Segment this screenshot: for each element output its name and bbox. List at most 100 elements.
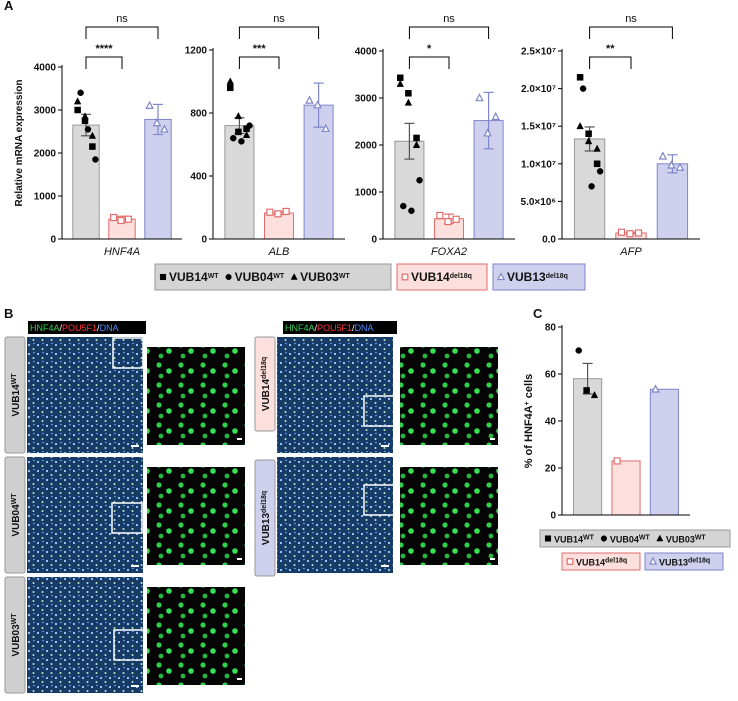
point xyxy=(667,160,676,169)
point xyxy=(617,228,626,236)
scale-bar xyxy=(237,438,242,440)
y-tick-label: 4000 xyxy=(34,63,57,74)
point xyxy=(436,211,444,220)
label: VUB03WT xyxy=(300,270,350,284)
label-text: VUB14 xyxy=(411,270,450,284)
label-sup: WT xyxy=(695,534,707,541)
y-axis-label: Relative mRNA expression xyxy=(14,80,25,207)
point xyxy=(396,79,404,87)
point xyxy=(404,98,413,106)
x-axis-label: AFP xyxy=(619,246,642,258)
significance-bracket xyxy=(408,26,490,39)
label-sup: del18q xyxy=(688,557,710,564)
label-text: VUB14 xyxy=(554,535,583,545)
point xyxy=(238,138,245,145)
row-label-box xyxy=(254,336,276,432)
bar xyxy=(649,388,679,516)
significance-bracket xyxy=(238,56,280,69)
label-sup: del18q xyxy=(261,357,268,379)
label-sup: + xyxy=(524,401,531,405)
point xyxy=(77,89,84,97)
zoom-box xyxy=(363,395,395,427)
label: VUB14del18q xyxy=(261,357,273,411)
label-text: VUB04 xyxy=(235,270,274,284)
point xyxy=(227,84,234,92)
bar xyxy=(573,378,603,516)
point xyxy=(282,207,290,216)
stain-name: / xyxy=(97,323,100,333)
point xyxy=(626,230,634,238)
label-sup: del18q xyxy=(261,491,268,513)
label-sup: WT xyxy=(339,273,351,280)
point xyxy=(145,100,154,110)
significance-label: *** xyxy=(253,43,267,55)
stain-name: / xyxy=(352,323,355,333)
bar xyxy=(144,118,172,240)
scale-bar xyxy=(131,685,139,687)
point xyxy=(160,124,169,133)
label: VUB13del18q xyxy=(507,270,568,284)
y-tick-label: 3000 xyxy=(34,106,57,117)
scale-bar xyxy=(131,445,139,447)
point xyxy=(452,215,460,223)
point xyxy=(658,151,668,160)
label-sup: WT xyxy=(583,534,595,541)
point xyxy=(412,140,421,148)
point xyxy=(246,122,253,129)
label-text: VUB04 xyxy=(610,535,639,545)
significance-label: ** xyxy=(606,43,615,55)
label-text: VUB03 xyxy=(666,535,695,545)
y-tick-label: 400 xyxy=(190,172,207,183)
significance-label: ns xyxy=(116,13,128,25)
significance-bracket xyxy=(238,26,320,39)
point xyxy=(413,134,420,142)
micrograph xyxy=(27,457,143,573)
error-bar xyxy=(153,103,163,136)
zoom-micrograph xyxy=(147,467,245,565)
label-text: VUB14 xyxy=(576,558,605,568)
bar xyxy=(656,163,689,240)
label: VUB04WT xyxy=(235,270,285,284)
significance-bracket xyxy=(85,26,159,39)
error-bar xyxy=(483,91,494,150)
label: % of HNF4A+ cells xyxy=(523,374,535,469)
label-text: VUB14 xyxy=(11,384,22,417)
point xyxy=(483,128,492,137)
label-sup: WT xyxy=(208,273,220,280)
label-sup: WT xyxy=(639,534,651,541)
label-sup: WT xyxy=(273,273,285,280)
point xyxy=(321,123,331,133)
point xyxy=(583,387,590,394)
significance-label: * xyxy=(427,43,432,55)
label-sup: del18q xyxy=(546,273,568,280)
significance-bracket xyxy=(589,56,632,69)
stain-name: POU5F1 xyxy=(317,323,352,333)
y-tick-label: 4000 xyxy=(355,47,378,58)
y-tick-label: 0 xyxy=(550,511,556,522)
x-axis-label: ALB xyxy=(268,246,290,258)
point xyxy=(84,126,92,133)
label-text: VUB14 xyxy=(261,379,272,412)
stain-name: POU5F1 xyxy=(62,323,97,333)
error-bar xyxy=(404,122,415,160)
legend-box xyxy=(492,263,586,291)
label: VUB13del18q xyxy=(659,557,710,568)
point xyxy=(600,535,607,542)
legend-box xyxy=(561,552,641,571)
point xyxy=(159,273,167,281)
zoom-box xyxy=(112,337,144,369)
zoom-box xyxy=(113,629,145,661)
stain-name: HNF4A xyxy=(30,323,60,333)
label-text: VUB14 xyxy=(169,270,208,284)
point xyxy=(152,118,162,127)
stain-name: / xyxy=(315,323,318,333)
point xyxy=(92,156,99,163)
scale-bar xyxy=(490,438,495,440)
point xyxy=(89,143,96,150)
label-sup: del18q xyxy=(605,557,627,564)
y-tick-label: 0 xyxy=(50,235,56,246)
label: VUB04WT xyxy=(610,534,651,545)
scale-bar xyxy=(490,558,495,560)
point xyxy=(675,162,685,171)
y-tick-label: 3000 xyxy=(355,94,378,105)
